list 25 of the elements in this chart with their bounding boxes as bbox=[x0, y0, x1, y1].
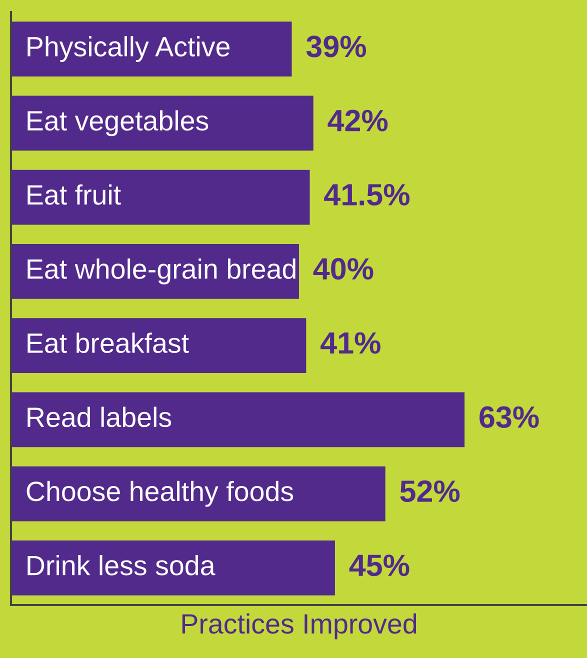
data-label: 41% bbox=[320, 332, 380, 354]
y-tick-label: Choose healthy foods bbox=[26, 480, 294, 507]
data-label: 42% bbox=[328, 110, 388, 132]
data-label: 45% bbox=[349, 554, 410, 576]
data-label: 39% bbox=[306, 36, 366, 58]
y-tick-label: Drink less soda bbox=[28, 554, 216, 576]
y-tick-label: Eat vegetables bbox=[28, 110, 208, 136]
data-label: 40% bbox=[313, 258, 374, 280]
bar bbox=[11, 392, 465, 448]
bar bbox=[11, 170, 310, 225]
bar bbox=[11, 96, 314, 151]
x-axis-title: Practices Improved bbox=[182, 613, 416, 640]
bar bbox=[11, 22, 292, 76]
y-tick-label: Eat fruit bbox=[28, 184, 121, 205]
bar bbox=[11, 466, 386, 522]
data-label: 63% bbox=[480, 406, 539, 428]
y-tick-label: Eat breakfast bbox=[28, 332, 189, 354]
y-tick-label: Eat whole-grain bread bbox=[28, 258, 296, 284]
data-label: 52% bbox=[400, 480, 460, 502]
bar bbox=[11, 244, 299, 299]
data-label: 41.5% bbox=[324, 184, 410, 206]
bar bbox=[11, 540, 335, 596]
bar bbox=[11, 318, 306, 373]
y-tick-label: Physically Active bbox=[28, 36, 230, 62]
y-tick-label: Read labels bbox=[28, 406, 172, 428]
